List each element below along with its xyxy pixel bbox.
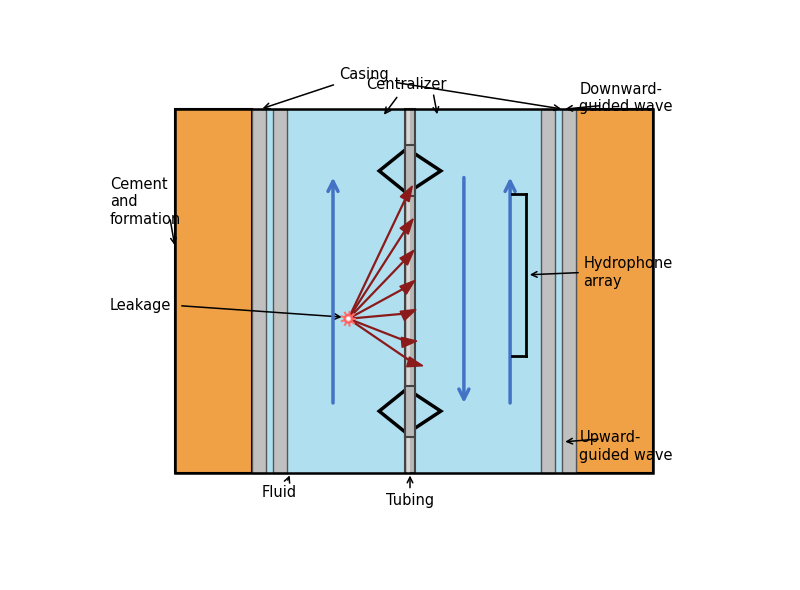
Bar	[175, 109, 653, 473]
Text: Fluid: Fluid	[262, 485, 297, 500]
Bar	[175, 109, 252, 473]
Text: Casing: Casing	[264, 67, 389, 109]
Text: Tubing: Tubing	[386, 493, 434, 508]
Text: Leakage: Leakage	[110, 298, 171, 313]
Bar	[575, 109, 653, 473]
Bar	[407, 109, 410, 473]
Polygon shape	[402, 337, 417, 348]
Circle shape	[346, 317, 350, 320]
Polygon shape	[406, 357, 422, 367]
Text: Hydrophone
array: Hydrophone array	[583, 256, 673, 289]
Bar	[273, 109, 287, 473]
Bar	[405, 146, 415, 196]
Polygon shape	[400, 186, 412, 202]
Polygon shape	[400, 280, 414, 294]
Bar	[405, 109, 415, 473]
Circle shape	[345, 315, 352, 323]
Bar	[541, 109, 554, 473]
Text: Upward-
guided wave: Upward- guided wave	[579, 430, 673, 463]
Bar	[252, 109, 266, 473]
Polygon shape	[400, 219, 413, 234]
Polygon shape	[400, 309, 416, 320]
Text: Cement
and
formation: Cement and formation	[110, 177, 181, 227]
Bar	[252, 109, 575, 473]
Bar	[405, 386, 415, 437]
Text: Downward-
guided wave: Downward- guided wave	[579, 81, 673, 114]
Bar	[562, 109, 575, 473]
Text: Centralizer: Centralizer	[366, 77, 446, 113]
Polygon shape	[400, 250, 414, 265]
